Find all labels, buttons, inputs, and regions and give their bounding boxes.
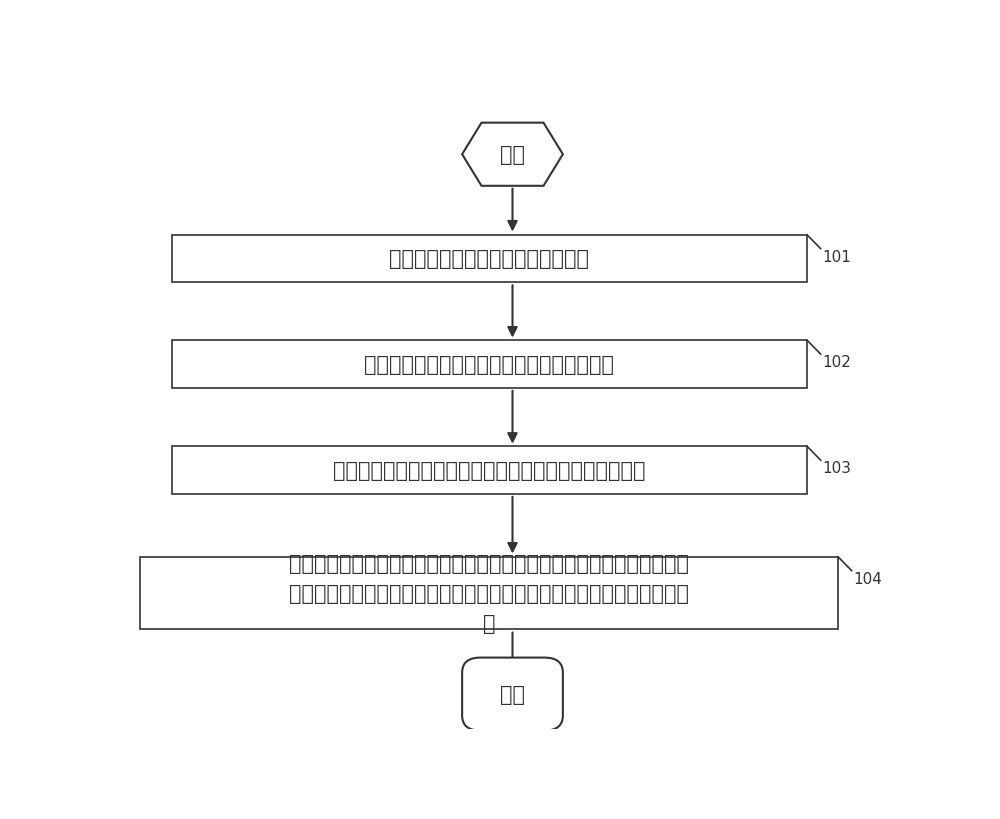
FancyBboxPatch shape — [462, 658, 563, 731]
Text: 若所述湿度信息大于预设阈值，则根据预先获取的湿度信息和移动速度的
对应关系，设置所述机器人当前移动速度为与所述湿度信息对应的移动速
度: 若所述湿度信息大于预设阈值，则根据预先获取的湿度信息和移动速度的 对应关系，设置… — [289, 554, 689, 633]
Text: 102: 102 — [822, 355, 851, 369]
Bar — [140, 557, 838, 630]
Text: 103: 103 — [822, 460, 851, 476]
Text: 结束: 结束 — [500, 684, 525, 704]
Text: 在移动过程中，所述机器人实时检测当前环境的湿度信息: 在移动过程中，所述机器人实时检测当前环境的湿度信息 — [333, 460, 646, 480]
Bar — [172, 446, 807, 494]
Text: 104: 104 — [853, 571, 882, 586]
Polygon shape — [462, 124, 563, 187]
Text: 所述机器人识别需要达到的目的位置: 所述机器人识别需要达到的目的位置 — [389, 249, 589, 269]
Bar — [172, 341, 807, 388]
Text: 机器人按照预设移动速度向所述目的位置移动: 机器人按照预设移动速度向所述目的位置移动 — [364, 355, 614, 374]
Text: 101: 101 — [822, 249, 851, 265]
Text: 开始: 开始 — [500, 145, 525, 165]
Bar — [172, 235, 807, 283]
